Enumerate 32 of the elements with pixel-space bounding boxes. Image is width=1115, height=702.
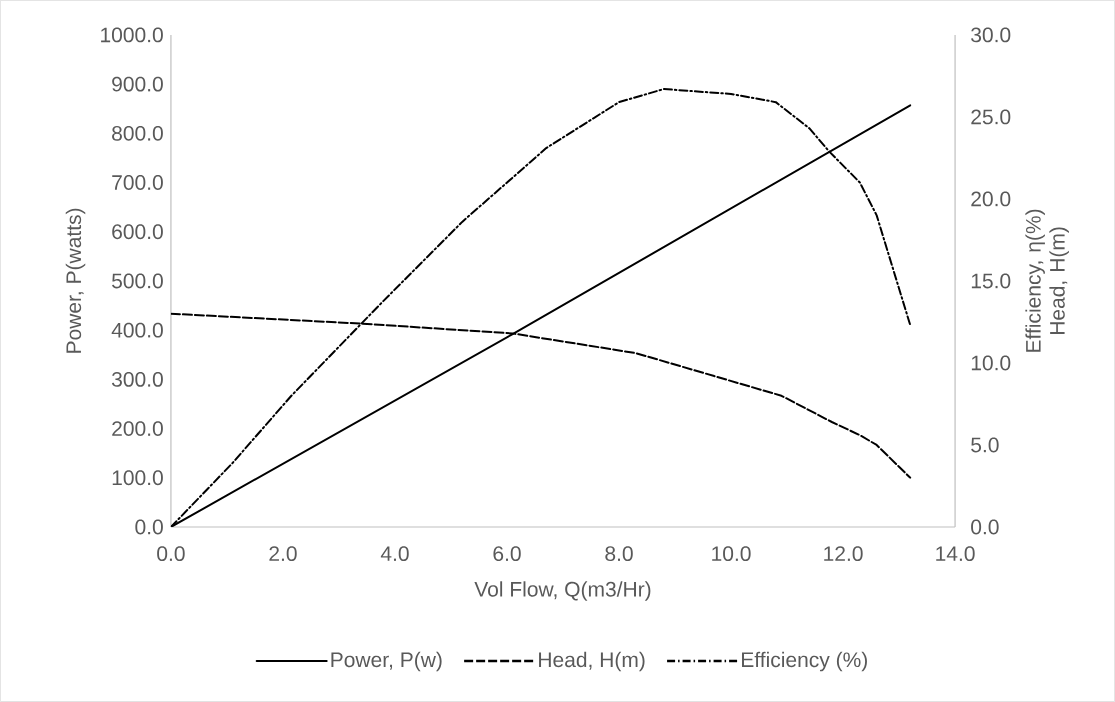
y2-tick-label: 10.0 [971,355,1011,371]
y2-tick-label: 0.0 [971,519,999,535]
x-tick-label: 0.0 [157,546,185,562]
legend-label: Efficiency (%) [742,651,867,672]
y-tick-label: 600.0 [112,224,163,240]
x-tick-label: 2.0 [269,546,297,562]
x-tick-label: 14.0 [936,546,975,562]
y2-tick-label: 15.0 [971,273,1011,289]
y-tick-label: 500.0 [112,273,163,289]
y-tick-label: 1000.0 [101,27,163,43]
x-axis-title: Vol Flow, Q(m3/Hr) [474,581,651,601]
x-tick-label: 6.0 [493,546,521,562]
x-tick-label: 8.0 [605,546,633,562]
x-tick-label: 10.0 [712,546,751,562]
legend-label: Power, P(w) [331,651,442,672]
y-tick-label: 100.0 [112,470,163,486]
y-tick-label: 0.0 [135,519,163,535]
y-tick-label: 800.0 [112,125,163,141]
legend-label: Head, H(m) [539,651,645,672]
y2-tick-label: 5.0 [971,437,999,453]
y2-axis-title: Efficiency, η(%) Head, H(m) [1025,209,1069,352]
y-tick-label: 700.0 [112,175,163,190]
y-tick-label: 400.0 [111,322,163,338]
y2-tick-label: 25.0 [971,109,1011,125]
y-tick-label: 200.0 [112,421,163,437]
y2-tick-label: 20.0 [971,191,1011,207]
y2-tick-label: 30.0 [971,27,1011,43]
x-tick-label: 4.0 [380,546,409,562]
y-axis-title: Power, P(watts) [65,208,86,353]
y-tick-label: 300.0 [111,371,163,387]
y-tick-label: 900.0 [112,76,163,92]
x-tick-label: 12.0 [824,546,863,562]
